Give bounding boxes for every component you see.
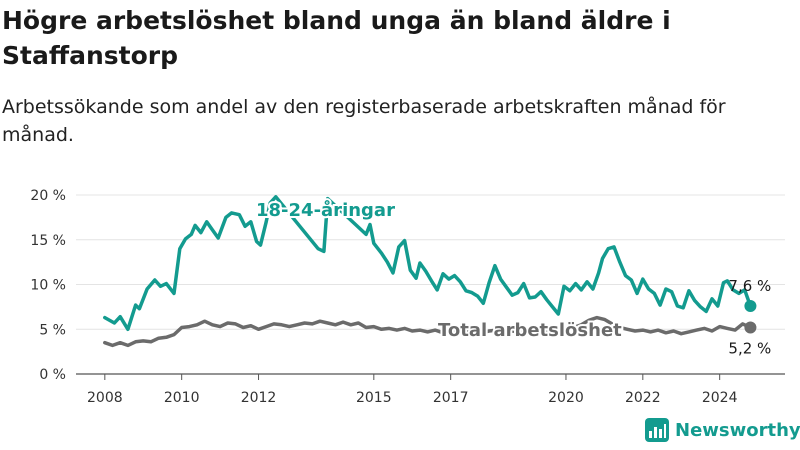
series-name-label: Total arbetslöshet — [438, 320, 622, 341]
x-tick-label: 2017 — [433, 390, 469, 406]
x-tick-label: 2015 — [356, 390, 392, 406]
series-line — [103, 315, 753, 348]
y-tick-label: 20 % — [30, 188, 66, 204]
series-end-label: 5,2 % — [728, 339, 771, 357]
bar-chart-logo-icon — [645, 418, 669, 442]
series-end-point — [744, 299, 757, 312]
y-axis-ticks: 0 % 5 % 10 % 15 % 20 % — [30, 188, 66, 383]
newsworthy-brand: Newsworthy — [645, 418, 800, 442]
series-line — [103, 195, 753, 332]
x-tick-label: 2020 — [548, 390, 584, 406]
x-tick-label: 2008 — [87, 390, 123, 406]
x-tick-label: 2024 — [702, 390, 738, 406]
grid-lines — [76, 194, 785, 375]
series-name-label: 18-24-åringar — [256, 199, 395, 221]
x-tick-label: 2010 — [164, 390, 200, 406]
y-tick-label: 0 % — [39, 367, 66, 383]
brand-name: Newsworthy — [675, 419, 800, 441]
x-axis-ticks: 2008 2010 2012 2015 2017 2020 2022 2024 — [87, 374, 738, 406]
y-tick-label: 5 % — [39, 322, 66, 338]
x-tick-label: 2012 — [241, 390, 277, 406]
x-tick-label: 2022 — [625, 390, 661, 406]
series-lines — [103, 195, 757, 348]
y-tick-label: 15 % — [30, 233, 66, 249]
chart-subtitle: Arbetssökande som andel av den registerb… — [2, 96, 726, 146]
chart-title: Högre arbetslöshet bland unga än bland ä… — [2, 6, 671, 70]
series-end-point — [744, 321, 757, 334]
series-end-label: 7,6 % — [728, 277, 771, 295]
series-labels: 18-24-åringar 7,6 % Total arbetslöshet 5,2 … — [254, 197, 771, 357]
y-tick-label: 10 % — [30, 278, 66, 294]
